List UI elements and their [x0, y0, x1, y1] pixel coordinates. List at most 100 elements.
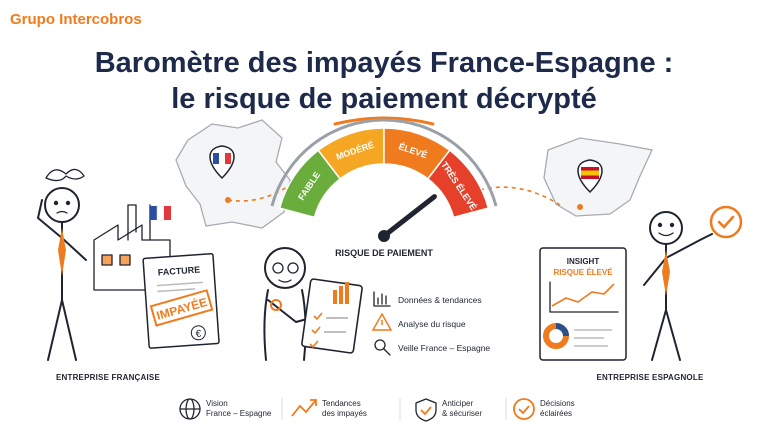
rect-shape [101, 254, 113, 266]
path-shape [45, 168, 85, 182]
path-shape [373, 291, 391, 307]
gauge-segment [426, 149, 490, 219]
dot [577, 204, 583, 210]
brand: Grupo Intercobros [10, 11, 142, 28]
icon-search [374, 339, 391, 356]
rect-shape [339, 286, 343, 304]
path-shape [278, 279, 292, 283]
check-circle [709, 205, 743, 239]
circle-shape [44, 187, 80, 223]
invoice-title: FACTURE [157, 265, 200, 278]
flag [156, 205, 165, 221]
rect-shape [581, 175, 599, 179]
gauge-rim [270, 118, 498, 207]
invoice-currency: € [195, 329, 202, 340]
invoice: FACTURE IMPAYÉE € [142, 252, 220, 349]
icon-chart [373, 291, 391, 307]
figure-right [643, 211, 713, 361]
pin-france [209, 145, 235, 180]
flag [164, 206, 171, 220]
analysis-item: Données & tendances [398, 295, 482, 305]
rect-shape [225, 153, 231, 164]
path-shape [371, 312, 393, 331]
icon-warning [371, 312, 393, 331]
circle-shape [190, 325, 206, 341]
map-france [175, 119, 291, 229]
rect-shape [345, 282, 349, 304]
circle-shape [513, 398, 535, 420]
title-line: Baromètre des impayés France-Espagne : [95, 47, 674, 79]
rect-shape [301, 278, 363, 354]
title-underline [333, 116, 435, 126]
circle-shape [264, 247, 306, 289]
footer-text: Décisions [540, 399, 575, 408]
circle-shape [287, 262, 299, 274]
company-label: ENTREPRISE ESPAGNOLE [597, 373, 704, 382]
tie [662, 250, 670, 296]
mini-axis [549, 281, 619, 313]
circle-shape [374, 339, 386, 351]
path-shape [415, 398, 437, 422]
footer-text: des impayés [322, 409, 367, 418]
mini-text [574, 329, 612, 347]
circle-shape [649, 211, 683, 245]
path-shape [643, 233, 713, 361]
check [717, 215, 735, 229]
gauge-hub [378, 230, 390, 242]
path-shape [291, 399, 317, 417]
path-shape [383, 348, 391, 356]
circle-shape [657, 222, 663, 228]
insight-subtitle: RISQUE ÉLEVÉ [553, 268, 613, 277]
path-shape [420, 406, 432, 416]
path-shape [156, 281, 203, 293]
footer-text: Vision [206, 399, 228, 408]
footer-text: Anticiper [442, 399, 473, 408]
path-shape [56, 210, 68, 214]
dot [225, 197, 231, 203]
footer-text: & sécuriser [442, 409, 482, 418]
footer-text: éclairées [540, 409, 572, 418]
path-shape [37, 199, 87, 361]
clipboard [301, 278, 363, 354]
circle-shape [53, 200, 59, 206]
footer-text: Tendances [322, 399, 361, 408]
rect-shape [149, 289, 214, 327]
mini-line [551, 283, 615, 307]
flag [150, 206, 157, 220]
circle-shape [65, 200, 71, 206]
footer-text: France – Espagne [206, 409, 272, 418]
gauge-needle [381, 194, 437, 239]
connector [479, 186, 561, 206]
circle-shape [272, 262, 284, 274]
circle-shape [669, 222, 675, 228]
connector [227, 184, 291, 202]
rect-shape [333, 290, 337, 304]
gauge-label: RISQUE DE PAIEMENT [335, 248, 433, 258]
title-line: le risque de paiement décrypté [171, 83, 596, 115]
analysis-item: Analyse du risque [398, 319, 466, 329]
path-shape [518, 405, 530, 415]
badge [270, 299, 282, 311]
footer-icons [179, 398, 535, 422]
rect-shape [581, 170, 599, 176]
rect-shape [213, 153, 219, 164]
path-shape [281, 398, 507, 420]
path-shape [309, 312, 323, 349]
path-shape [658, 232, 674, 237]
pin-spain [577, 159, 603, 194]
rect-shape [119, 254, 131, 266]
insight-panel [539, 247, 627, 361]
insight-title: INSIGHT [567, 257, 600, 266]
mini-donut [555, 323, 569, 337]
path-shape [324, 317, 348, 333]
rect-shape [581, 167, 599, 171]
company-label: ENTREPRISE FRANÇAISE [56, 373, 160, 382]
rect-shape [219, 153, 225, 164]
figure-center [263, 247, 319, 361]
analysis-item: Veille France – Espagne [398, 343, 490, 353]
tie [58, 228, 66, 276]
path-shape [127, 204, 137, 241]
